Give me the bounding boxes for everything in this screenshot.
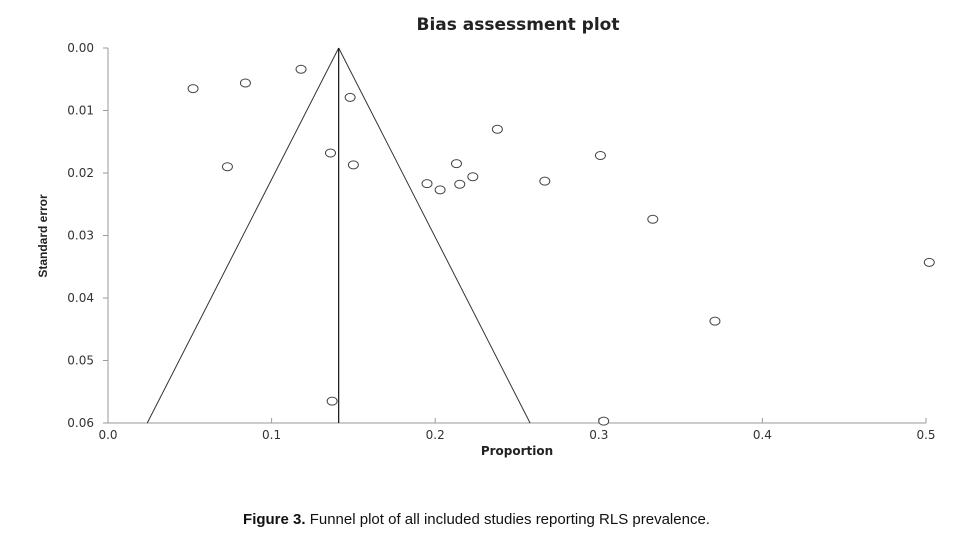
caption-text: Funnel plot of all included studies repo… bbox=[305, 511, 710, 528]
y-tick-label: 0.00 bbox=[67, 41, 94, 55]
study-point bbox=[491, 124, 503, 134]
study-point bbox=[324, 148, 336, 158]
x-tick-label: 0.1 bbox=[262, 428, 281, 442]
y-tick-label: 0.04 bbox=[67, 291, 94, 305]
x-tick-label: 0.3 bbox=[589, 428, 608, 442]
y-tick-label: 0.06 bbox=[67, 416, 94, 430]
study-point bbox=[344, 92, 356, 102]
study-point bbox=[326, 396, 338, 406]
study-point bbox=[467, 172, 479, 182]
x-tick-label: 0.5 bbox=[916, 428, 935, 442]
chart-title: Bias assessment plot bbox=[417, 15, 620, 35]
study-point bbox=[434, 185, 446, 195]
y-axis-label: Standard error bbox=[36, 194, 50, 278]
funnel-right-line bbox=[338, 47, 531, 424]
funnel-left-line bbox=[146, 47, 340, 424]
y-tick-label: 0.05 bbox=[67, 354, 94, 368]
study-point bbox=[709, 316, 721, 326]
x-tick-label: 0.4 bbox=[753, 428, 772, 442]
x-tick-label: 0.2 bbox=[426, 428, 445, 442]
x-ticks: 0.0 0.1 0.2 0.3 0.4 0.5 bbox=[98, 418, 936, 442]
y-tick-label: 0.01 bbox=[67, 104, 94, 118]
study-point bbox=[594, 151, 606, 160]
study-point bbox=[450, 159, 462, 169]
x-axis-label: Proportion bbox=[481, 444, 553, 458]
caption-label: Figure 3. bbox=[243, 511, 306, 528]
study-point bbox=[923, 257, 935, 267]
study-point bbox=[239, 78, 251, 88]
study-point bbox=[187, 84, 199, 94]
figure-caption: Figure 3. Funnel plot of all included st… bbox=[0, 511, 953, 528]
y-ticks: 0.00 0.01 0.02 0.03 0.04 0.05 0.06 bbox=[67, 41, 108, 430]
study-point bbox=[421, 179, 433, 189]
study-point bbox=[647, 214, 659, 224]
study-point bbox=[347, 160, 359, 170]
y-tick-label: 0.02 bbox=[67, 166, 94, 180]
study-point bbox=[454, 179, 466, 189]
study-point bbox=[221, 162, 233, 172]
funnel-lines bbox=[146, 47, 531, 424]
study-point bbox=[539, 176, 551, 186]
study-points bbox=[187, 64, 935, 426]
study-point bbox=[295, 64, 307, 74]
x-tick-label: 0.0 bbox=[98, 428, 117, 442]
y-tick-label: 0.03 bbox=[67, 229, 94, 243]
study-point bbox=[598, 416, 610, 426]
axes bbox=[107, 48, 926, 424]
